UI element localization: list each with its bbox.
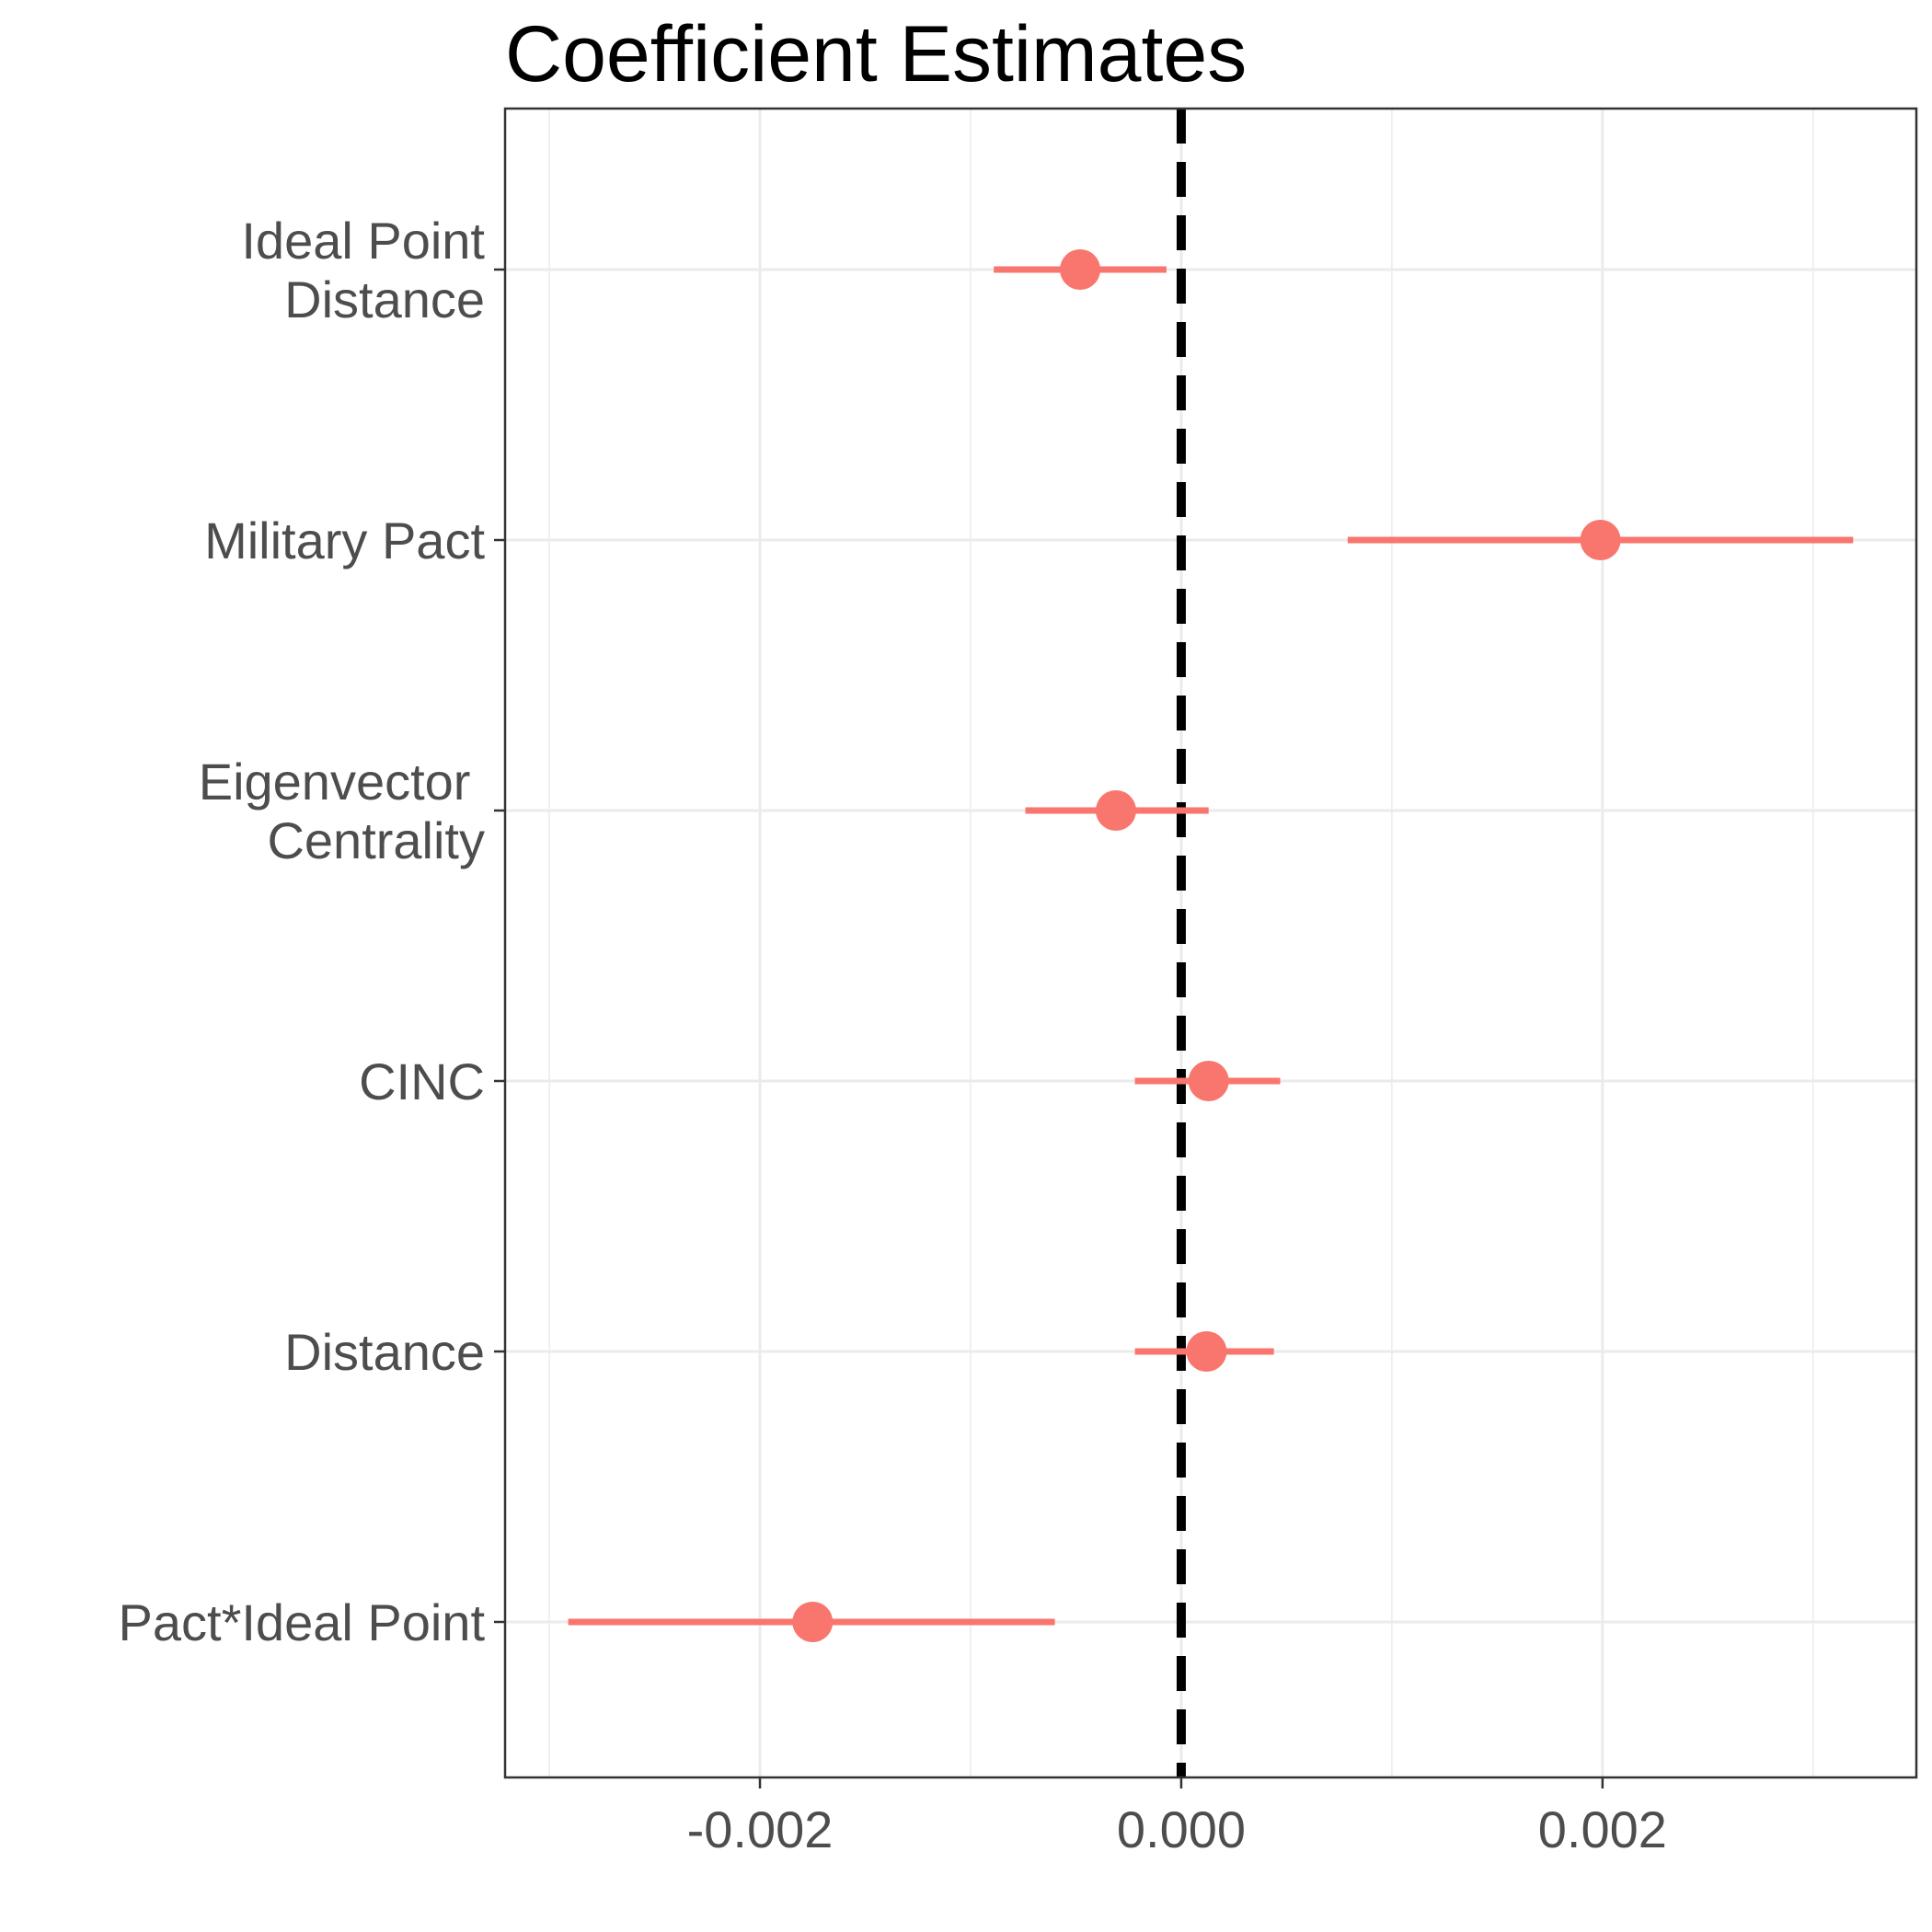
y-tick-label-line: Centrality <box>267 811 485 869</box>
y-tick-label-line: Military Pact <box>204 512 485 569</box>
x-tick-label: -0.002 <box>687 1800 834 1858</box>
grid <box>505 109 1916 1777</box>
y-tick-label-line: Distance <box>284 270 485 328</box>
x-tick-label: 0.000 <box>1117 1800 1246 1858</box>
y-tick-label: CINC <box>359 1052 485 1110</box>
y-tick-label-line: Pact*Ideal Point <box>119 1593 486 1651</box>
y-tick-label-line: Distance <box>284 1323 485 1381</box>
coefficient-point <box>1186 1331 1227 1372</box>
coefficient-point <box>1060 249 1101 290</box>
y-tick-label-line: Ideal Point <box>241 212 485 270</box>
y-tick-label: Ideal Point Distance <box>241 212 485 328</box>
y-tick-label: Distance <box>284 1323 485 1381</box>
y-tick-label-line: Eigenvector <box>199 753 485 811</box>
panel-border <box>503 107 1918 1779</box>
coefficient-point <box>792 1602 834 1642</box>
y-tick-label: Eigenvector Centrality <box>199 753 485 869</box>
marks <box>568 249 1854 1642</box>
y-tick-label-line: CINC <box>359 1052 485 1110</box>
coefficient-point <box>1188 1061 1229 1101</box>
y-tick-label: Pact*Ideal Point <box>119 1593 486 1651</box>
chart-title: Coefficient Estimates <box>505 10 1247 98</box>
y-tick-label: Military Pact <box>204 512 485 569</box>
coefficient-point <box>1095 790 1136 831</box>
coefficient-point <box>1580 520 1621 560</box>
x-tick-label: 0.002 <box>1538 1800 1667 1858</box>
